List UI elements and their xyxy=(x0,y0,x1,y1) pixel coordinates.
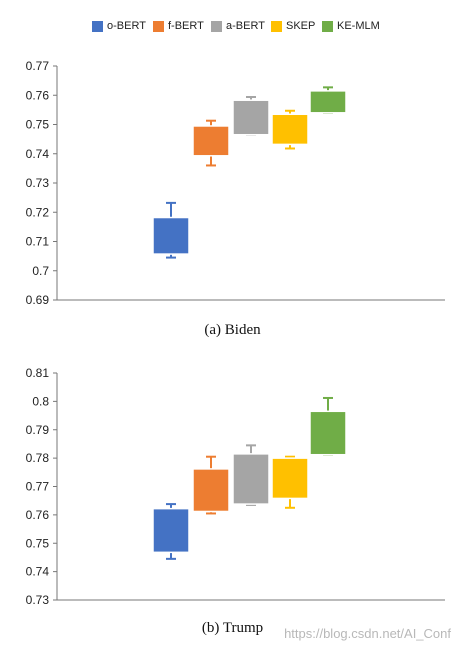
trump-y-tick-label: 0.77 xyxy=(26,480,50,494)
trump-box-rect xyxy=(192,468,230,513)
trump-box-ke-mlm xyxy=(309,396,347,456)
biden-y-tick-label: 0.73 xyxy=(26,176,50,190)
caption-biden: (a) Biden xyxy=(204,322,261,338)
legend-swatch xyxy=(322,20,333,32)
trump-y-tick-label: 0.73 xyxy=(26,593,50,607)
legend-item-ke-mlm: KE-MLM xyxy=(322,20,380,32)
trump-box-rect xyxy=(271,457,309,500)
trump-y-tick-label: 0.78 xyxy=(26,451,50,465)
biden-y-tick-label: 0.71 xyxy=(26,235,50,249)
biden-box-rect xyxy=(152,216,190,255)
chart-biden: 0.69 0.7 0.71 0.72 0.73 0.74 0.75 0.76 0.77 xyxy=(26,59,445,307)
trump-box-f-bert xyxy=(192,455,230,515)
trump-y-tick-label: 0.79 xyxy=(26,423,50,437)
watermark-text: https://blog.csdn.net/AI_Conf xyxy=(284,626,451,641)
biden-box-rect xyxy=(271,113,309,146)
legend-item-skep: SKEP xyxy=(271,20,315,32)
trump-y-tick-label: 0.81 xyxy=(26,366,50,380)
trump-y-tick-label: 0.8 xyxy=(32,394,49,408)
legend-label: f-BERT xyxy=(168,20,204,32)
trump-box-a-bert xyxy=(232,444,270,506)
legend-label: SKEP xyxy=(286,20,316,32)
legend-swatch xyxy=(153,20,164,32)
chart-trump: 0.73 0.74 0.75 0.76 0.77 0.78 0.79 0.8 0.81 xyxy=(26,366,445,607)
trump-y-tick-label: 0.76 xyxy=(26,508,50,522)
biden-box-rect xyxy=(232,99,270,136)
biden-y-tick-label: 0.72 xyxy=(26,205,50,219)
legend-label: o-BERT xyxy=(107,20,146,32)
trump-box-rect xyxy=(309,410,347,456)
biden-y-tick-label: 0.74 xyxy=(26,147,50,161)
trump-box-rect xyxy=(232,453,270,505)
legend-item-a-bert: a-BERT xyxy=(211,20,265,32)
trump-y-tick-label: 0.75 xyxy=(26,536,50,550)
legend-label: a-BERT xyxy=(226,20,265,32)
legend-item-f-bert: f-BERT xyxy=(153,20,204,32)
biden-box-f-bert xyxy=(192,119,230,167)
biden-box-o-bert xyxy=(152,201,190,259)
biden-box-rect xyxy=(309,90,347,114)
legend-label: KE-MLM xyxy=(337,20,380,32)
legend-swatch xyxy=(271,20,282,32)
biden-y-tick-label: 0.77 xyxy=(26,59,50,73)
biden-y-tick-label: 0.76 xyxy=(26,88,50,102)
legend-swatch xyxy=(211,20,222,32)
biden-y-tick-label: 0.7 xyxy=(32,264,49,278)
legend-item-o-bert: o-BERT xyxy=(92,20,146,32)
biden-box-a-bert xyxy=(232,96,270,136)
biden-box-skep xyxy=(271,109,309,150)
legend-swatch xyxy=(92,20,103,32)
trump-box-rect xyxy=(152,507,190,554)
chart-legend: o-BERT f-BERT a-BERT SKEP KE-MLM xyxy=(0,20,465,38)
trump-box-o-bert xyxy=(152,503,190,560)
biden-box-ke-mlm xyxy=(309,86,347,114)
caption-trump: (b) Trump xyxy=(201,620,264,636)
biden-y-tick-label: 0.75 xyxy=(26,118,50,132)
biden-y-tick-label: 0.69 xyxy=(26,293,50,307)
trump-y-tick-label: 0.74 xyxy=(26,565,50,579)
trump-box-skep xyxy=(271,455,309,509)
biden-box-rect xyxy=(192,125,230,157)
